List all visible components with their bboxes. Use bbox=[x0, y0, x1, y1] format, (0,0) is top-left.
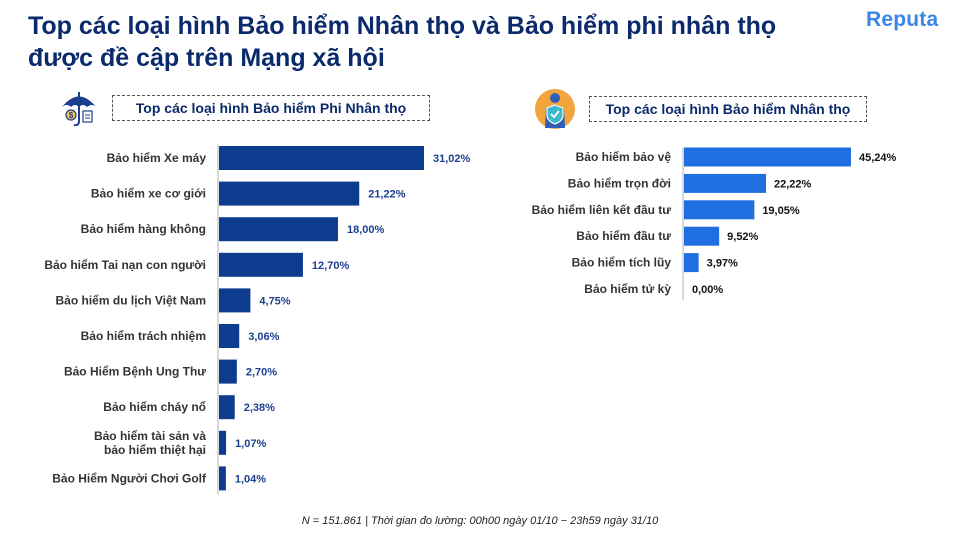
data-label: 22,22% bbox=[774, 178, 812, 190]
bar bbox=[219, 288, 251, 313]
data-label: 19,05% bbox=[762, 205, 800, 217]
category-label: Bảo hiểm đầu tư bbox=[576, 229, 671, 243]
bar bbox=[219, 359, 237, 384]
category-label: Bảo hiểm tài sản và bbox=[94, 429, 206, 443]
data-label: 2,38% bbox=[244, 402, 275, 414]
bar bbox=[219, 181, 360, 206]
data-label: 45,24% bbox=[859, 152, 897, 164]
title-line-2: được đề cập trên Mạng xã hội bbox=[28, 44, 385, 72]
bar bbox=[219, 324, 240, 348]
bar bbox=[219, 146, 424, 170]
right-bar-chart: 45,24% Bảo hiểm bảo vệ 22,22% Bảo hiểm trọn… bbox=[532, 147, 897, 301]
bar bbox=[219, 466, 226, 491]
data-label: 9,52% bbox=[727, 231, 758, 243]
category-label: Bảo hiểm cháy nổ bbox=[103, 400, 206, 414]
svg-text:$: $ bbox=[69, 111, 74, 120]
left-chart-title: Top các loại hình Bảo hiểm Phi Nhân thọ bbox=[112, 95, 430, 121]
category-label: Bảo hiểm tích lũy bbox=[572, 256, 672, 270]
category-label: Bảo Hiểm Người Chơi Golf bbox=[52, 471, 207, 485]
umbrella-icon: $ bbox=[62, 92, 96, 127]
category-label: Bảo hiểm Tai nạn con người bbox=[44, 258, 206, 272]
bar bbox=[684, 253, 699, 273]
category-label: Bảo hiểm Xe máy bbox=[107, 151, 207, 165]
bar bbox=[684, 147, 851, 167]
footer-note: N = 151.861 | Thời gian đo lường: 00h00 … bbox=[301, 515, 659, 527]
data-label: 18,00% bbox=[347, 224, 385, 236]
bar bbox=[219, 395, 235, 420]
bar bbox=[219, 217, 338, 242]
category-label: Bảo hiểm tử kỳ bbox=[584, 282, 671, 296]
bar bbox=[684, 200, 755, 220]
right-panel-header: Top các loại hình Bảo hiểm Nhân thọ bbox=[533, 88, 867, 130]
category-label: Bảo hiểm bảo vệ bbox=[576, 150, 672, 164]
bar bbox=[684, 226, 720, 246]
brand-logo: Reputa bbox=[866, 8, 939, 31]
page-title: Top các loại hình Bảo hiểm Nhân thọ và B… bbox=[28, 10, 788, 74]
data-label: 21,22% bbox=[368, 189, 406, 201]
data-label: 3,97% bbox=[707, 258, 738, 270]
category-label: Bảo hiểm liên kết đầu tư bbox=[532, 203, 672, 217]
category-label: Bảo hiểm hàng không bbox=[81, 222, 206, 236]
data-label: 1,07% bbox=[235, 438, 266, 450]
left-bar-chart: 31,02% Bảo hiểm Xe máy 21,22% Bảo hiểm xe c… bbox=[44, 144, 471, 495]
shield-person-icon bbox=[535, 89, 575, 129]
category-label: Bảo hiểm xe cơ giới bbox=[91, 187, 206, 201]
data-label: 0,00% bbox=[692, 284, 723, 296]
category-label: Bảo Hiểm Bệnh Ung Thư bbox=[64, 365, 206, 379]
data-label: 4,75% bbox=[259, 295, 290, 307]
right-chart-title: Top các loại hình Bảo hiểm Nhân thọ bbox=[589, 96, 867, 122]
category-label: Bảo hiểm trách nhiệm bbox=[81, 329, 206, 343]
data-label: 2,70% bbox=[246, 367, 277, 379]
data-label: 3,06% bbox=[248, 331, 279, 343]
bar bbox=[684, 173, 767, 193]
category-label: Bảo hiểm du lịch Việt Nam bbox=[56, 293, 206, 307]
left-panel-header: $ Top các loại hình Bảo hiểm Phi Nhân th… bbox=[58, 88, 430, 128]
category-label: Bảo hiểm trọn đời bbox=[568, 176, 671, 190]
bar bbox=[219, 430, 227, 455]
data-label: 1,04% bbox=[235, 473, 266, 485]
title-line-1: Top các loại hình Bảo hiểm Nhân thọ và B… bbox=[28, 12, 777, 40]
data-label: 31,02% bbox=[433, 153, 471, 165]
bar bbox=[219, 252, 303, 277]
category-label: bảo hiểm thiệt hại bbox=[104, 443, 206, 457]
data-label: 12,70% bbox=[312, 260, 350, 272]
